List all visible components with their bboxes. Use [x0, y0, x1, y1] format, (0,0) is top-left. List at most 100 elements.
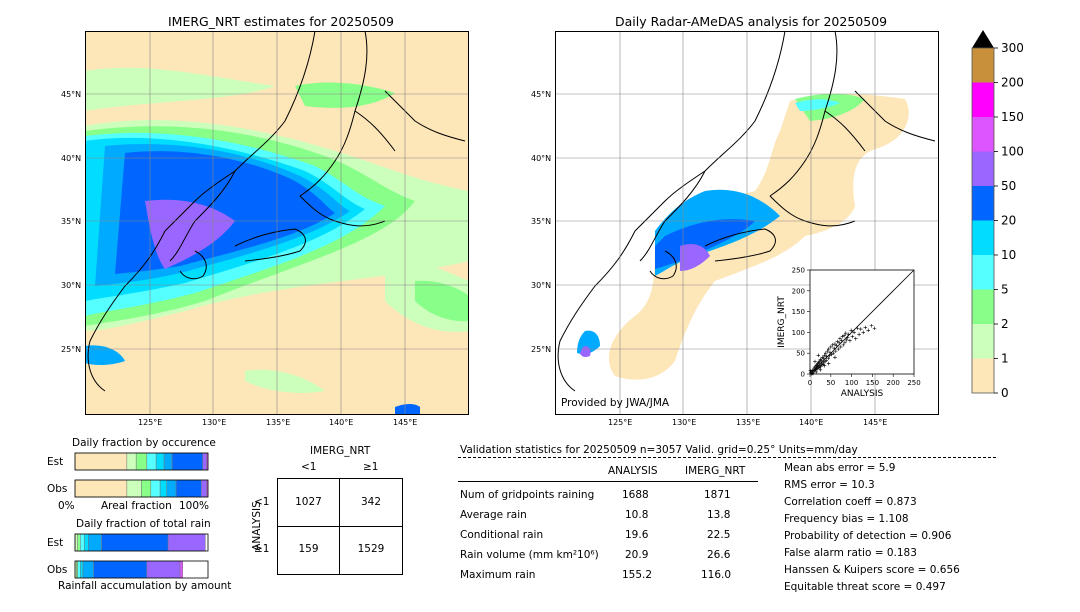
- validation-col-rule: [458, 481, 758, 482]
- scatter-point: [833, 349, 838, 353]
- stacked-bar-segment: [80, 533, 85, 552]
- scatter-point: [817, 359, 822, 364]
- stacked-bar-segment: [126, 479, 142, 498]
- colorbar-band: [972, 289, 994, 324]
- scatter-point: [839, 338, 844, 343]
- validation-row-imerg: 26.6: [707, 549, 731, 561]
- left-map-coastlines: [87, 31, 466, 392]
- colorbar-band: [972, 220, 994, 255]
- scatter-point: [818, 363, 822, 368]
- scatter-point: [833, 342, 837, 346]
- stacked-bar-segment: [74, 452, 128, 471]
- contingency-table: 1027 342 159 1529: [277, 478, 403, 575]
- stacked-bar-segment: [88, 533, 102, 552]
- scatter-point: [809, 372, 814, 376]
- scatter-y-tick-label: 50: [796, 350, 805, 358]
- left-lat-label-40: 40°N: [61, 154, 82, 163]
- scatter-point: [814, 370, 819, 374]
- scatter-point: [828, 350, 832, 355]
- stacked-bar-frame: [74, 533, 209, 552]
- total-rain-bars: [74, 533, 209, 579]
- map-credit: Provided by JWA/JMA: [561, 397, 670, 409]
- scatter-point: [822, 353, 827, 358]
- scatter-point: [826, 356, 831, 360]
- scatter-point: [858, 327, 863, 331]
- occurrence-est-label: Est: [47, 456, 64, 468]
- scatter-point: [820, 355, 825, 360]
- colorbar-tick-label: 10: [1001, 248, 1016, 262]
- stacked-bar-segment: [82, 560, 94, 579]
- scatter-point: [837, 341, 841, 345]
- stacked-bar-segment: [202, 452, 207, 471]
- stacked-bar-frame: [74, 479, 209, 498]
- stacked-bar-segment: [146, 560, 181, 579]
- validation-row-label: Conditional rain: [460, 529, 544, 541]
- colorbar-band: [972, 186, 994, 221]
- left-lon-label-130: 130°E: [202, 418, 227, 427]
- scatter-point: [821, 356, 826, 360]
- contingency-cell-22: 1529: [357, 543, 385, 555]
- scatter-x-tick-label: 150: [866, 379, 879, 387]
- colorbar-tick-label: 5: [1001, 283, 1009, 297]
- right-lat-label-30: 30°N: [531, 281, 552, 290]
- scatter-point: [849, 328, 853, 333]
- scatter-y-tick-label: 0: [801, 371, 805, 379]
- contingency-col1-label: <1: [301, 461, 317, 473]
- stacked-bar-segment: [166, 479, 177, 498]
- stacked-bar-segment: [80, 560, 84, 579]
- left-lon-label-125: 125°E: [138, 418, 163, 427]
- scatter-xlabel: ANALYSIS: [841, 389, 884, 399]
- scatter-point: [842, 333, 846, 338]
- validation-row-label: Maximum rain: [460, 569, 536, 581]
- scatter-point: [827, 353, 832, 358]
- score-line: False alarm ratio = 0.183: [784, 547, 917, 559]
- scatter-point: [831, 351, 836, 355]
- left-lon-label-135: 135°E: [266, 418, 291, 427]
- colorbar-extend-triangle: [972, 30, 994, 48]
- scatter-point: [821, 363, 825, 367]
- contingency-top-label: IMERG_NRT: [310, 445, 371, 457]
- colorbar-band: [972, 117, 994, 152]
- scatter-point: [824, 351, 828, 355]
- right-lon-label-135: 135°E: [736, 418, 761, 427]
- colorbar-band: [972, 255, 994, 290]
- right-lat-label-40: 40°N: [531, 154, 552, 163]
- scatter-point: [836, 347, 841, 351]
- validation-row-analysis: 10.8: [625, 509, 649, 521]
- left-lon-label-145: 145°E: [393, 418, 418, 427]
- scatter-point: [816, 360, 821, 365]
- scatter-x-tick-label: 100: [845, 379, 858, 387]
- scatter-point: [844, 338, 849, 342]
- total-rain-obs-label: Obs: [47, 564, 68, 576]
- scatter-ylabel: IMERG_NRT: [777, 296, 787, 348]
- validation-row-label: Average rain: [460, 509, 527, 521]
- stacked-bar-segment: [150, 479, 161, 498]
- scatter-point: [824, 354, 829, 359]
- right-lon-label-125: 125°E: [608, 418, 633, 427]
- scatter-point: [843, 331, 848, 336]
- validation-row-analysis: 1688: [622, 489, 649, 501]
- colorbar-tick-label: 20: [1001, 214, 1016, 228]
- colorbar-tick-label: 150: [1001, 110, 1024, 124]
- validation-row-analysis: 19.6: [625, 529, 649, 541]
- scatter-point: [838, 336, 842, 341]
- validation-row-analysis: 20.9: [625, 549, 649, 561]
- scatter-point: [838, 345, 843, 349]
- scatter-point: [840, 334, 845, 339]
- scatter-point: [829, 345, 833, 349]
- scatter-point: [872, 326, 877, 331]
- scatter-point: [822, 363, 827, 368]
- scatter-y-tick-label: 250: [792, 267, 805, 275]
- validation-row-analysis: 155.2: [622, 569, 653, 581]
- total-rain-footer: Rainfall accumulation by amount: [58, 580, 232, 592]
- right-map-coastlines: [557, 31, 936, 392]
- contingency-col2-label: ≥1: [363, 461, 379, 473]
- stacked-bar-segment: [84, 533, 89, 552]
- left-lat-label-30: 30°N: [61, 281, 82, 290]
- scatter-point: [848, 338, 852, 343]
- scatter-point: [833, 355, 837, 360]
- stacked-bar-segment: [101, 533, 169, 552]
- right-lat-label-45: 45°N: [531, 90, 552, 99]
- score-line: Mean abs error = 5.9: [784, 462, 896, 474]
- left-lat-label-45: 45°N: [61, 90, 82, 99]
